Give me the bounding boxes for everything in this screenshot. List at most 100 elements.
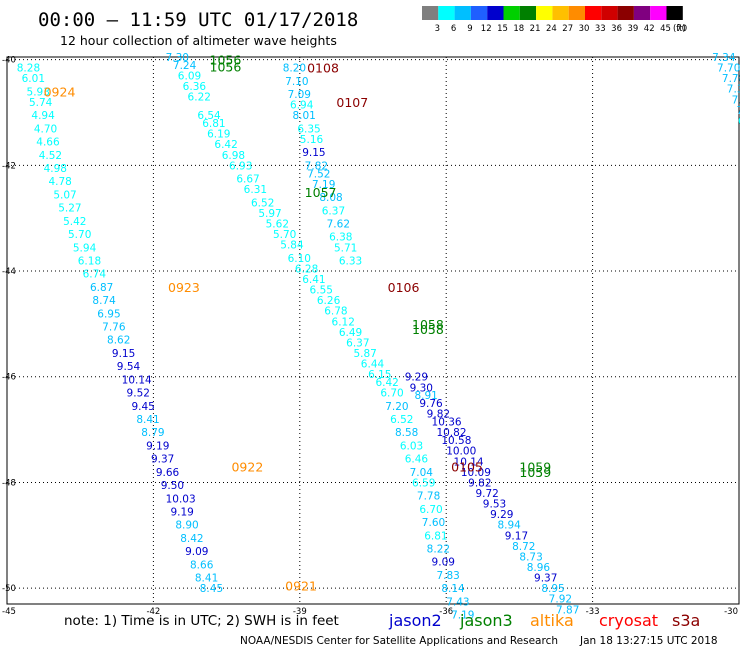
- wave-height-value: 6.: [738, 115, 740, 127]
- color-scale-swatch: [650, 6, 667, 20]
- wave-height-value: 6.31: [244, 184, 267, 196]
- wave-height-value: 10.14: [122, 374, 152, 386]
- wave-height-value: 6.95: [97, 308, 120, 320]
- wave-height-value: 6.44: [361, 359, 385, 371]
- wave-height-value: 9.76: [419, 398, 443, 410]
- legend-jason3: jason3: [459, 611, 513, 630]
- color-scale-label: 21: [530, 24, 541, 34]
- wave-height-value: 9.19: [170, 507, 193, 519]
- wave-height-value: 5.87: [353, 348, 376, 360]
- wave-height-value: 5.62: [266, 218, 289, 230]
- legend-s3a: s3a: [672, 611, 700, 630]
- wave-height-value: 7.70: [717, 63, 740, 75]
- color-scale-label: 6: [451, 24, 456, 34]
- wave-height-value: 6.33: [339, 255, 362, 267]
- wave-height-value: 7.78: [722, 73, 740, 85]
- color-scale-label: 70: [676, 24, 687, 34]
- wave-height-value: 7.20: [385, 401, 408, 413]
- wave-height-value: 9.37: [534, 573, 557, 585]
- map-frame: [6, 56, 740, 605]
- color-scale-label: 36: [611, 24, 622, 34]
- wave-height-value: 6.26: [317, 295, 341, 307]
- wave-height-value: 6.15: [368, 369, 391, 381]
- wave-height-value: 8.91: [414, 390, 437, 402]
- wave-height-value: 8.14: [441, 583, 465, 595]
- footer-timestamp: Jan 18 13:27:15 UTC 2018: [579, 635, 718, 647]
- wave-height-value: 8.41: [195, 573, 218, 585]
- wave-height-value: 6.78: [324, 306, 347, 318]
- latitude-label: -50: [2, 584, 16, 594]
- wave-height-value: 7.37: [727, 84, 740, 96]
- color-scale-label: 45: [660, 24, 671, 34]
- wave-height-value: 10.09: [461, 467, 491, 479]
- pass-time-label: 1056: [210, 53, 242, 68]
- footer-credit: NOAA/NESDIS Center for Satellite Applica…: [240, 635, 558, 647]
- wave-height-value: 8.90: [175, 520, 198, 532]
- wave-height-value: 8.66: [190, 559, 214, 571]
- pass-time-label: 0106: [388, 280, 420, 295]
- wave-height-value: 5.07: [53, 189, 76, 201]
- wave-height-value: 8.41: [136, 414, 159, 426]
- legend-cryosat: cryosat: [599, 611, 658, 630]
- color-scale-swatch: [487, 6, 504, 20]
- wave-height-value: 8.79: [141, 427, 164, 439]
- longitude-label: -39: [293, 607, 307, 617]
- latitude-label: -42: [2, 161, 16, 171]
- wave-height-value: 6.81: [424, 530, 447, 542]
- wave-height-value: 5.93: [27, 86, 50, 98]
- wave-height-value: 6.12: [332, 316, 355, 328]
- wave-height-value: 6.70: [380, 388, 403, 400]
- page-title: 00:00 – 11:59 UTC 01/17/2018: [38, 9, 358, 31]
- wave-height-value: 9.45: [131, 401, 154, 413]
- wave-height-value: 7.19: [312, 179, 335, 191]
- wave-height-value: 9.29: [405, 372, 428, 384]
- wave-height-value: 6.54: [197, 110, 221, 122]
- wave-height-value: 6.67: [236, 174, 259, 186]
- pass-time-label: 1058: [412, 317, 444, 332]
- wave-height-value: 10.58: [441, 435, 471, 447]
- wave-height-value: 6.38: [329, 232, 352, 244]
- color-scale-label: 18: [513, 24, 524, 34]
- pass-time-label: 1059: [519, 460, 551, 475]
- wave-height-value: 5.84: [280, 240, 304, 252]
- wave-height-value: 7.76: [102, 322, 126, 334]
- color-scale-swatch: [536, 6, 553, 20]
- color-scale-swatch: [666, 6, 683, 20]
- page-subtitle: 12 hour collection of altimeter wave hei…: [60, 33, 337, 48]
- wave-height-value: 8.96: [527, 562, 551, 574]
- wave-height-value: 6.10: [288, 253, 311, 265]
- wave-height-value: 6.09: [178, 70, 201, 82]
- wave-height-value: 8.62: [107, 335, 130, 347]
- wave-height-value: 6.41: [302, 274, 325, 286]
- color-scale-swatch: [454, 6, 471, 20]
- wave-height-value: 8.45: [200, 583, 223, 595]
- wave-height-value: 6.42: [214, 139, 237, 151]
- wave-height-value: 9.53: [483, 499, 506, 511]
- wave-height-value: 6.03: [400, 440, 423, 452]
- wave-height-value: 9.15: [112, 348, 135, 360]
- wave-height-value: 10.14: [454, 456, 484, 468]
- wave-height-value: 6.98: [222, 150, 245, 162]
- wave-height-value: 5.70: [273, 229, 296, 241]
- wave-height-value: 6.59: [412, 477, 435, 489]
- color-scale-swatch: [519, 6, 537, 20]
- wave-height-value: 7.92: [549, 594, 572, 606]
- wave-height-value: 7.10: [285, 76, 308, 88]
- wave-height-value: 9.09: [185, 546, 208, 558]
- longitude-label: -30: [724, 607, 738, 617]
- color-scale-label: 27: [562, 24, 573, 34]
- wave-height-value: 7.83: [436, 570, 459, 582]
- wave-height-value: 7.60: [422, 517, 445, 529]
- wave-height-value: 5.74: [29, 97, 53, 109]
- wave-height-value: 10.03: [166, 493, 196, 505]
- color-scale-swatch: [470, 6, 488, 20]
- wave-height-value: 8.94: [497, 520, 521, 532]
- wave-height-value: 4.98: [44, 163, 67, 175]
- color-scale-swatch: [585, 6, 602, 20]
- pass-time-label: 0107: [336, 95, 368, 110]
- wave-height-value: 7.87: [556, 604, 579, 616]
- wave-height-value: 9.82: [468, 477, 491, 489]
- pass-time-label: 0923: [168, 280, 200, 295]
- wave-height-value: 5.94: [73, 242, 97, 254]
